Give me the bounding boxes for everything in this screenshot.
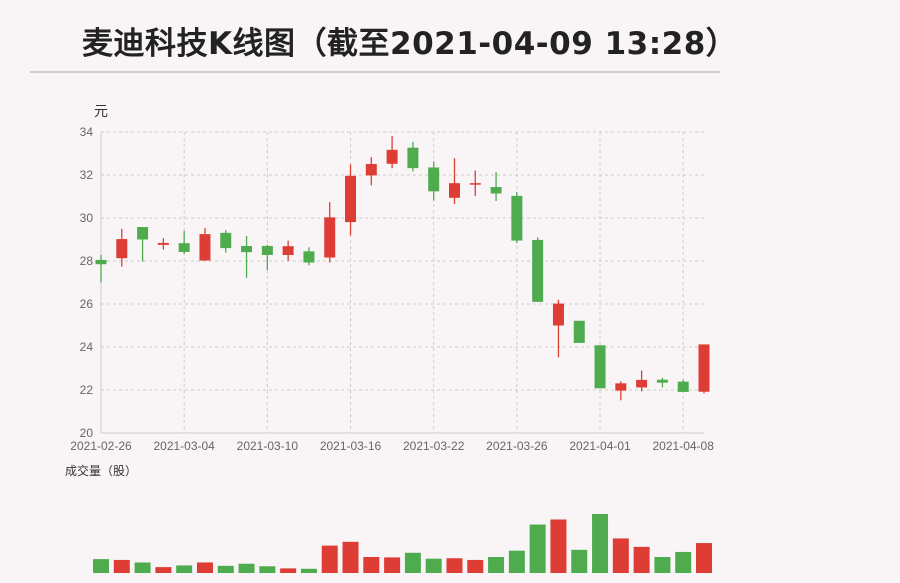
volume-bar <box>488 556 505 573</box>
candle-body <box>698 344 710 392</box>
volume-bar <box>508 550 525 573</box>
volume-bar <box>113 559 130 573</box>
candle-body <box>199 234 211 261</box>
volume-bar <box>342 541 359 573</box>
candle-body <box>324 217 336 258</box>
volume-bar <box>612 538 629 573</box>
volume-bar <box>134 562 151 573</box>
volume-bar <box>196 562 213 573</box>
volume-bar <box>384 557 401 573</box>
candle-body <box>95 259 107 265</box>
volume-bar <box>217 565 234 573</box>
volume-bar <box>675 551 692 573</box>
candle-body <box>345 175 357 223</box>
candle-body <box>573 320 585 343</box>
y-tick-label: 22 <box>80 383 94 397</box>
volume-bar <box>633 546 650 573</box>
candle-body <box>552 303 564 326</box>
candle-body <box>407 147 419 169</box>
volume-bar <box>425 558 442 573</box>
volume-bar <box>176 565 193 573</box>
volume-bar <box>446 558 463 573</box>
candle-body <box>282 246 294 255</box>
candle-body <box>220 232 232 249</box>
candle-body <box>490 187 502 194</box>
volume-bar <box>654 556 671 573</box>
volume-bar <box>300 568 317 573</box>
candle-body <box>178 243 190 252</box>
x-tick-label: 2021-04-08 <box>653 439 715 453</box>
x-tick-label: 2021-04-01 <box>569 439 631 453</box>
candle-body <box>511 195 523 241</box>
page-title: 麦迪科技K线图（截至2021-04-09 13:28） <box>82 26 738 62</box>
candle-body <box>428 167 440 192</box>
volume-bar <box>259 566 276 573</box>
y-tick-label: 26 <box>80 297 94 311</box>
x-tick-label: 2021-03-04 <box>153 439 215 453</box>
x-tick-label: 2021-03-26 <box>486 439 548 453</box>
volume-bar <box>280 568 297 573</box>
volume-bar <box>550 519 567 573</box>
x-tick-label: 2021-03-22 <box>403 439 465 453</box>
y-axis-label: 元 <box>94 103 108 119</box>
y-tick-label: 30 <box>80 211 94 225</box>
volume-bar <box>363 556 380 573</box>
candle-body <box>594 345 606 389</box>
candle-body <box>532 239 544 302</box>
candle-body <box>137 227 149 240</box>
y-tick-label: 28 <box>80 254 94 268</box>
volume-bar <box>571 549 588 573</box>
candle-body <box>448 183 460 198</box>
x-tick-label: 2021-03-10 <box>237 439 299 453</box>
candle-body <box>157 242 169 245</box>
volume-bar <box>321 545 338 573</box>
y-tick-label: 20 <box>80 426 94 440</box>
y-tick-label: 32 <box>80 168 94 182</box>
candle-body <box>365 164 377 176</box>
candle-body <box>386 149 398 164</box>
candle-body <box>636 379 648 388</box>
y-tick-label: 34 <box>80 125 94 139</box>
x-tick-label: 2021-02-26 <box>70 439 132 453</box>
volume-bar <box>467 559 484 573</box>
volume-bar <box>592 514 609 573</box>
volume-bar <box>155 567 172 573</box>
volume-label: 成交量（股） <box>65 463 137 478</box>
volume-bar <box>93 559 109 573</box>
candle-body <box>261 245 273 255</box>
title-divider <box>30 71 720 73</box>
candle-body <box>677 381 689 392</box>
volume-bar <box>238 563 255 573</box>
y-tick-label: 24 <box>80 340 94 354</box>
volume-bar <box>529 524 546 573</box>
candle-body <box>116 239 128 259</box>
candle-body <box>241 245 253 253</box>
candle-body <box>615 383 627 391</box>
volume-bar <box>696 543 712 573</box>
volume-bar <box>404 552 421 573</box>
candle-body <box>469 183 481 185</box>
candle-body <box>656 379 668 383</box>
candle-body <box>303 251 315 263</box>
x-tick-label: 2021-03-16 <box>320 439 382 453</box>
